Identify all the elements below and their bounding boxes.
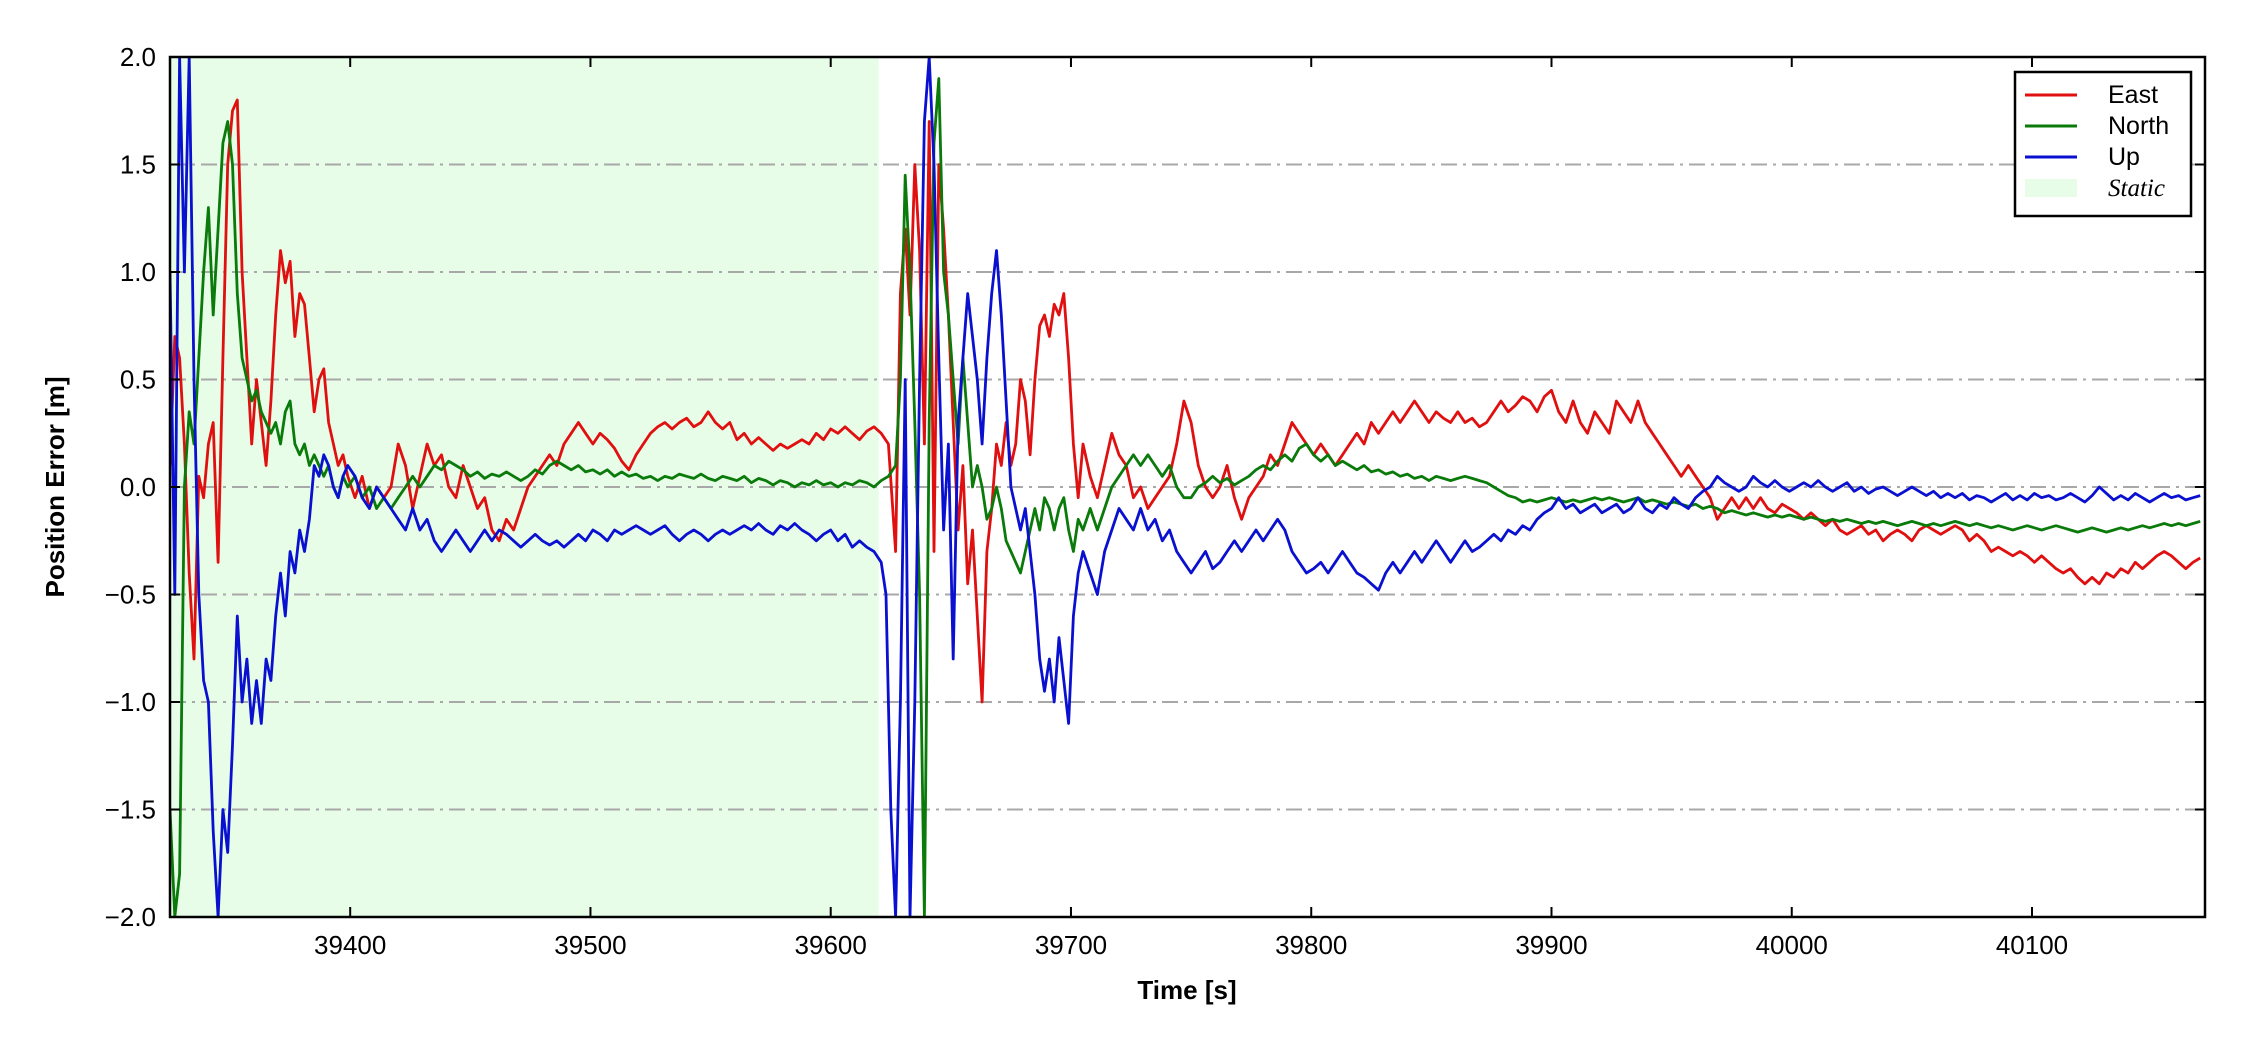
y-tick-label: −2.0: [105, 902, 156, 932]
y-tick-label: −0.5: [105, 580, 156, 610]
y-tick-label: 0.5: [120, 365, 156, 395]
legend-swatch-static: [2025, 179, 2077, 197]
x-tick-label: 39500: [554, 930, 626, 960]
y-tick-label: 1.5: [120, 150, 156, 180]
y-tick-label: −1.0: [105, 687, 156, 717]
legend: East North Up Static: [2013, 70, 2193, 218]
x-tick-label: 39800: [1275, 930, 1347, 960]
y-axis-ticks: −2.0 −1.5 −1.0 −0.5 0.0 0.5 1.0 1.5 2.0: [105, 42, 2205, 932]
y-tick-label: −1.5: [105, 795, 156, 825]
legend-label-up: Up: [2108, 143, 2140, 171]
legend-entries: East North Up Static: [2025, 81, 2169, 202]
x-axis-ticks: 39400 39500 39600 39700 39800 39900 40000 40100: [314, 57, 2068, 960]
y-tick-label: 0.0: [120, 472, 156, 502]
x-tick-label: 40000: [1756, 930, 1828, 960]
x-tick-label: 40100: [1996, 930, 2068, 960]
x-tick-label: 39700: [1035, 930, 1107, 960]
legend-label-static: Static: [2108, 175, 2165, 202]
series-line-up: [170, 57, 2201, 917]
series-line-north: [170, 77, 2201, 917]
x-tick-label: 39900: [1515, 930, 1587, 960]
series-lines: [170, 57, 2201, 917]
x-tick-label: 39400: [314, 930, 386, 960]
y-tick-label: 1.0: [120, 257, 156, 287]
x-tick-label: 39600: [795, 930, 867, 960]
legend-label-east: East: [2108, 81, 2158, 109]
legend-label-north: North: [2108, 112, 2169, 140]
y-tick-label: 2.0: [120, 42, 156, 72]
x-axis-title: Time [s]: [1137, 975, 1236, 1005]
y-axis-title: Position Error [m]: [40, 376, 70, 597]
